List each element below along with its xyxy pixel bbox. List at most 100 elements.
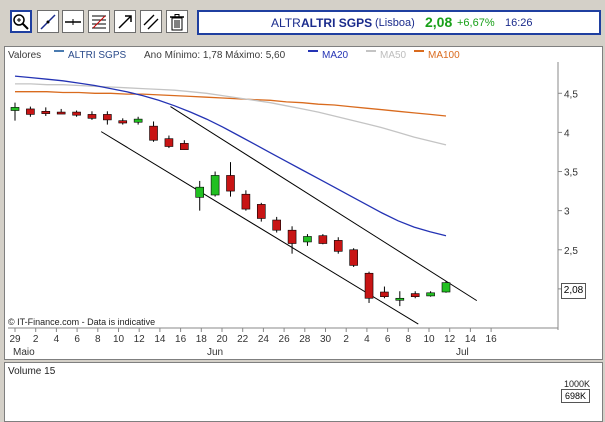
ma100-line	[15, 91, 447, 117]
trendline-tool-icon	[40, 13, 56, 30]
x-tick-label: 8	[406, 334, 412, 345]
zoom-tool-icon	[13, 13, 29, 30]
x-tick-label: 24	[258, 334, 270, 345]
price-panel[interactable]	[4, 46, 603, 360]
trend-channel-line	[170, 106, 478, 302]
candle-body	[441, 282, 451, 293]
x-tick-label: 10	[113, 334, 125, 345]
x-tick-label: 16	[486, 334, 498, 345]
series-swatch	[54, 50, 64, 52]
legend-label: Valores	[8, 50, 42, 61]
candle-body	[72, 111, 81, 116]
x-tick-label: 2	[343, 334, 349, 345]
x-tick-label: 8	[95, 334, 101, 345]
candle-body	[26, 108, 35, 115]
candle-body	[164, 138, 174, 147]
x-tick-label: 10	[423, 334, 435, 345]
month-label: Jul	[456, 347, 469, 358]
x-tick-label: 20	[216, 334, 228, 345]
watermark-text: © IT-Finance.com - Data is indicative	[8, 317, 156, 327]
x-tick-label: 16	[175, 334, 187, 345]
x-tick-label: 12	[444, 334, 456, 345]
candle-body	[133, 118, 143, 123]
delete-drawings-button[interactable]	[166, 10, 188, 33]
y-tick-label: 3,5	[564, 168, 578, 179]
arrow-tool-button[interactable]	[114, 10, 136, 33]
candle-body	[333, 240, 343, 252]
fibonacci-tool-icon	[92, 15, 106, 28]
y-tick-label: 4	[564, 128, 570, 139]
x-tick-label: 14	[465, 334, 477, 345]
quote-change: +6,67%	[457, 17, 495, 29]
candle-body	[395, 297, 405, 301]
quote-exchange: (Lisboa)	[375, 17, 415, 29]
horizontal-line-tool-button[interactable]	[62, 10, 84, 33]
x-tick-label: 18	[196, 334, 208, 345]
x-tick-label: 14	[154, 334, 166, 345]
candle-body	[318, 235, 328, 244]
candle-body	[426, 292, 435, 297]
ma100-swatch	[414, 50, 424, 52]
candle-body	[103, 114, 112, 121]
candle-body	[303, 236, 312, 243]
legend-range-text: Ano Mínimo: 1,78 Máximo: 5,60	[144, 50, 286, 61]
volume-badge: 698K	[561, 389, 590, 403]
quote-price: 2,08	[425, 14, 453, 30]
ma50-line	[15, 83, 447, 146]
candle-body	[180, 143, 189, 150]
horizontal-line-tool-icon	[65, 18, 81, 25]
candle-body	[41, 110, 51, 114]
parallel-channel-tool-icon	[143, 14, 159, 29]
volume-label: Volume 15	[8, 366, 56, 377]
quote-symbol: ALTR	[271, 16, 301, 30]
candle-body	[118, 120, 128, 124]
legend-series-name: ALTRI SGPS	[68, 50, 127, 61]
y-tick-label: 2,5	[564, 246, 578, 257]
y-tick-label: 3	[564, 207, 570, 218]
candle-body	[87, 114, 97, 119]
volume-panel[interactable]	[4, 362, 603, 422]
trash-icon	[170, 13, 184, 30]
x-tick-label: 6	[74, 334, 80, 345]
ma20-swatch	[308, 50, 318, 52]
candle-body	[241, 193, 251, 210]
x-tick-label: 2	[33, 334, 39, 345]
legend-ma50: MA50	[380, 50, 407, 61]
y-tick-label: 4,5	[564, 89, 578, 100]
candle-body	[210, 175, 220, 196]
zoom-tool-button[interactable]	[10, 10, 32, 33]
x-tick-label: 26	[279, 334, 291, 345]
quote-time: 16:26	[505, 17, 533, 29]
candle-body	[349, 249, 358, 266]
candle-body	[149, 125, 158, 141]
toolbar: ALTR ALTRI SGPS (Lisboa) 2,08 +6,67% 16:…	[0, 0, 605, 43]
x-tick-label: 12	[134, 334, 146, 345]
legend-ma100: MA100	[428, 50, 460, 61]
trendline-tool-button[interactable]	[37, 10, 59, 33]
candle-body	[195, 186, 205, 198]
parallel-channel-tool-button[interactable]	[140, 10, 162, 33]
arrow-tool-icon	[118, 14, 132, 29]
legend-ma20: MA20	[322, 50, 349, 61]
candle-body	[226, 175, 235, 192]
x-tick-label: 28	[299, 334, 311, 345]
candle-body	[56, 111, 66, 115]
x-tick-label: 4	[364, 334, 370, 345]
x-tick-label: 30	[320, 334, 332, 345]
quote-name: ALTRI SGPS	[301, 16, 373, 30]
x-tick-label: 29	[9, 334, 21, 345]
candle-body	[10, 107, 20, 111]
volume-tick-1000k: 1000K	[564, 379, 591, 389]
quote-bar: ALTR ALTRI SGPS (Lisboa) 2,08 +6,67% 16:…	[197, 10, 601, 35]
x-tick-label: 4	[54, 334, 60, 345]
x-tick-label: 22	[237, 334, 249, 345]
candle-body	[272, 219, 281, 231]
month-label: Jun	[207, 347, 223, 358]
ma20-line	[14, 75, 447, 237]
candle-body	[364, 272, 374, 299]
fibonacci-tool-button[interactable]	[88, 10, 110, 33]
candle-body	[380, 291, 389, 298]
month-label: Maio	[13, 347, 35, 358]
x-tick-label: 6	[385, 334, 391, 345]
